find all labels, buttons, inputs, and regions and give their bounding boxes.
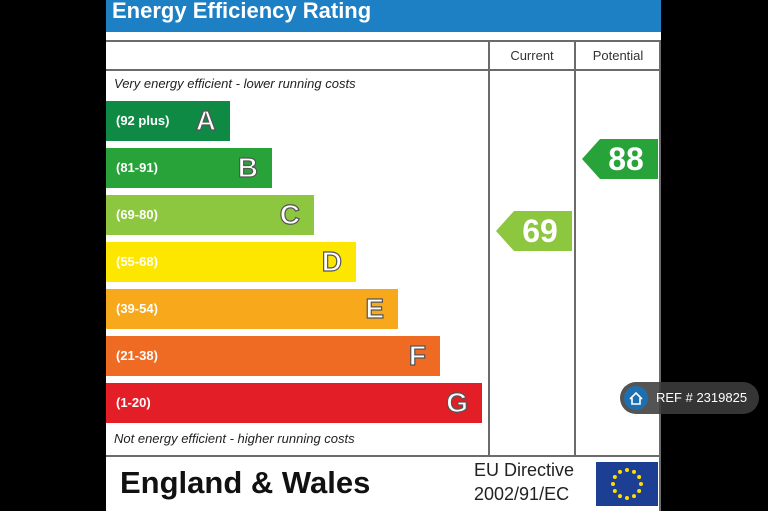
eu-star: [612, 475, 617, 479]
bottom-note: Not energy efficient - higher running co…: [114, 431, 355, 446]
eu-stars: [611, 468, 643, 500]
band-c: (69-80) C: [106, 195, 314, 235]
eu-directive: EU Directive 2002/91/EC: [474, 458, 574, 506]
band-range-label: (39-54): [116, 301, 158, 316]
eu-directive-line2: 2002/91/EC: [474, 484, 570, 504]
frame-header-line: [106, 69, 661, 71]
eu-star: [612, 489, 617, 493]
eu-star: [625, 468, 629, 472]
eu-flag-icon: [596, 462, 658, 506]
band-letter: E: [365, 292, 385, 324]
band-letter: D: [321, 245, 342, 277]
band-letter: F: [408, 339, 426, 371]
ref-badge[interactable]: REF # 2319825: [620, 382, 759, 414]
band-letter: C: [279, 198, 300, 230]
band-letter: B: [237, 151, 258, 183]
band-b: (81-91) B: [106, 148, 272, 188]
band-f: (21-38) F: [106, 336, 440, 376]
home-icon: [624, 386, 648, 410]
potential-rating-value: 88: [608, 141, 644, 177]
eu-star: [611, 482, 615, 486]
potential-rating-arrow: 88: [582, 139, 658, 179]
eu-directive-line1: EU Directive: [474, 460, 575, 480]
top-note: Very energy efficient - lower running co…: [114, 76, 356, 91]
band-range-label: (81-91): [116, 160, 158, 175]
eu-star: [625, 496, 629, 500]
potential-arrow-shape: [582, 139, 658, 179]
ref-text: REF # 2319825: [656, 390, 748, 405]
band-range-label: (92 plus): [116, 113, 170, 128]
eu-star: [639, 482, 643, 486]
band-letter: G: [446, 386, 469, 418]
band-range-label: (1-20): [116, 395, 151, 410]
band-letter: A: [195, 104, 216, 136]
current-arrow-shape: [496, 211, 572, 251]
current-rating-value: 69: [522, 213, 558, 249]
frame-top-line: [106, 40, 661, 42]
eu-star: [637, 489, 642, 493]
frame-right-line: [659, 40, 661, 511]
eu-star: [618, 494, 622, 499]
frame-bottom-line: [106, 455, 661, 457]
frame-divider-potential: [574, 40, 576, 456]
band-e: (39-54) E: [106, 289, 398, 329]
potential-column-header: Potential: [592, 48, 644, 63]
chart-title: Energy Efficiency Rating: [106, 0, 661, 32]
eu-star: [618, 469, 622, 474]
eu-star: [637, 475, 642, 479]
eu-star: [632, 494, 636, 499]
current-column-header: Current: [510, 48, 554, 63]
band-range-label: (55-68): [116, 254, 158, 269]
band-g: (1-20) G: [106, 383, 482, 423]
eu-star: [632, 469, 636, 474]
band-a: (92 plus) A: [106, 101, 230, 141]
frame-divider-current: [488, 40, 490, 456]
epc-card: Energy Efficiency Rating Current Potenti…: [106, 0, 661, 511]
band-range-label: (21-38): [116, 348, 158, 363]
region-label: England & Wales: [120, 465, 371, 500]
band-range-label: (69-80): [116, 207, 158, 222]
current-rating-arrow: 69: [496, 211, 572, 251]
band-d: (55-68) D: [106, 242, 356, 282]
